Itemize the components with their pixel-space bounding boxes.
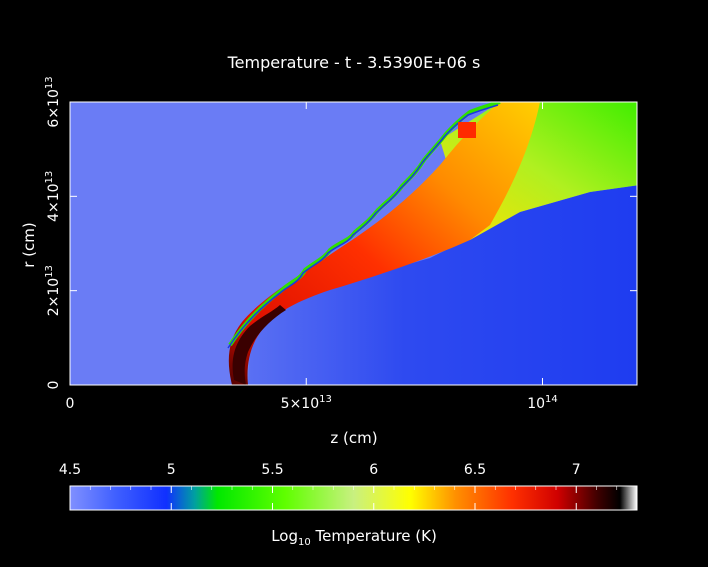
dark-core <box>232 305 286 385</box>
hot-knot <box>458 122 476 138</box>
colorbar-tick-label: 6 <box>369 462 378 478</box>
chart-title: Temperature - t - 3.5390E+06 s <box>227 53 481 72</box>
cold-shadow-region <box>248 185 637 385</box>
bow-shock-region <box>228 102 540 385</box>
colorbar-tick-label: 7 <box>572 462 581 478</box>
colorbar-ticks: 4.5 5 5.5 6 6.5 7 <box>59 462 638 510</box>
y-tick-label: 0 <box>46 381 62 390</box>
y-tick-label: 2×1013 <box>44 265 62 316</box>
y-tick-label: 6×1013 <box>44 76 62 127</box>
contact-boundary-edge <box>227 104 499 349</box>
y-axis-label: r (cm) <box>20 222 38 268</box>
x-tick-label: 0 <box>66 396 75 412</box>
plot-frame <box>69 101 638 386</box>
colorbar-tick-label: 5 <box>167 462 176 478</box>
x-axis-label: z (cm) <box>330 429 377 447</box>
x-axis-ticks: 0 5×1013 1014 <box>66 102 558 412</box>
x-tick-label: 5×1013 <box>281 394 332 412</box>
colorbar-tick-label: 6.5 <box>464 462 486 478</box>
y-axis-ticks: 0 2×1013 4×1013 6×1013 <box>44 76 637 389</box>
y-tick-label: 4×1013 <box>44 171 62 222</box>
contact-boundary <box>228 102 501 347</box>
colorbar-label: Log10 Temperature (K) <box>271 527 437 548</box>
colorbar-tick-label: 5.5 <box>261 462 283 478</box>
x-tick-label: 1014 <box>527 394 558 412</box>
heatmap-field <box>70 102 637 385</box>
colorbar-tick-label: 4.5 <box>59 462 81 478</box>
